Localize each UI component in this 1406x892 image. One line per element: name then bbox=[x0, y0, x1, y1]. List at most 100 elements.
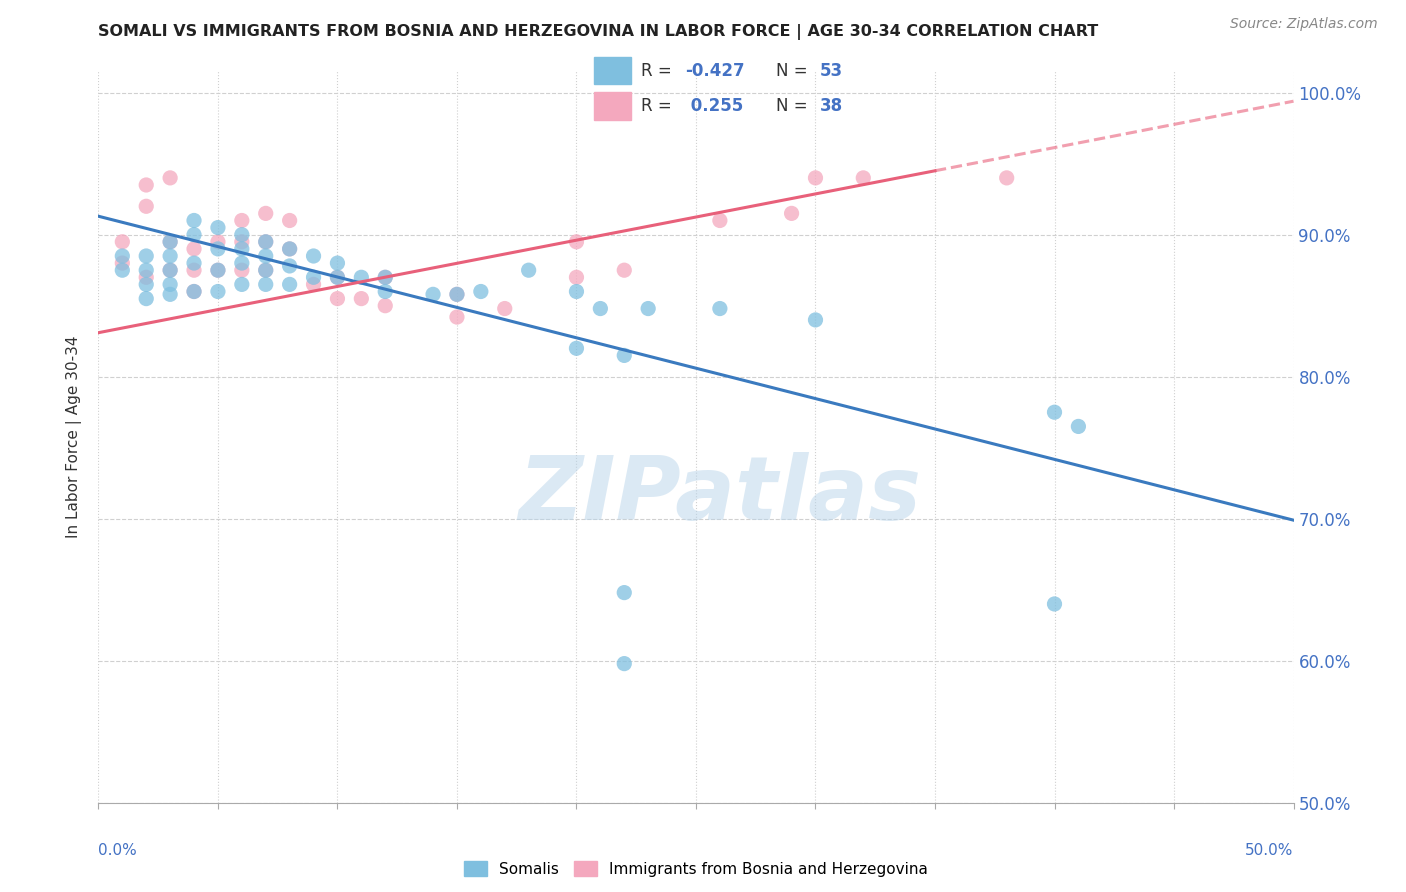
Point bbox=[470, 285, 492, 299]
Point bbox=[494, 301, 516, 316]
Point bbox=[135, 199, 157, 213]
Text: 50.0%: 50.0% bbox=[1246, 843, 1294, 858]
Point bbox=[183, 213, 205, 227]
Bar bbox=[593, 93, 631, 120]
Point bbox=[302, 249, 325, 263]
Point bbox=[111, 256, 134, 270]
Point bbox=[135, 277, 157, 292]
Point bbox=[995, 170, 1018, 185]
Point bbox=[326, 256, 349, 270]
Text: R =: R = bbox=[641, 97, 676, 115]
Point bbox=[804, 170, 827, 185]
Text: Source: ZipAtlas.com: Source: ZipAtlas.com bbox=[1230, 17, 1378, 31]
Point bbox=[111, 263, 134, 277]
Text: 0.0%: 0.0% bbox=[98, 843, 138, 858]
Point bbox=[135, 263, 157, 277]
Point bbox=[278, 277, 301, 292]
Point bbox=[207, 242, 229, 256]
Point bbox=[326, 270, 349, 285]
Point bbox=[159, 235, 181, 249]
Point bbox=[183, 285, 205, 299]
Text: N =: N = bbox=[776, 97, 813, 115]
Point bbox=[159, 287, 181, 301]
Point bbox=[517, 263, 540, 277]
Point bbox=[1067, 419, 1090, 434]
Text: -0.427: -0.427 bbox=[685, 62, 744, 79]
Y-axis label: In Labor Force | Age 30-34: In Labor Force | Age 30-34 bbox=[66, 335, 83, 539]
Point bbox=[637, 301, 659, 316]
Point bbox=[231, 256, 253, 270]
Point bbox=[1043, 597, 1066, 611]
Text: N =: N = bbox=[776, 62, 813, 79]
Point bbox=[159, 263, 181, 277]
Point bbox=[565, 235, 588, 249]
Point bbox=[565, 341, 588, 355]
Point bbox=[135, 270, 157, 285]
Point bbox=[231, 227, 253, 242]
Point bbox=[135, 292, 157, 306]
Text: 38: 38 bbox=[820, 97, 842, 115]
Point bbox=[231, 213, 253, 227]
Text: ZIPatlas: ZIPatlas bbox=[519, 452, 921, 539]
Point bbox=[183, 242, 205, 256]
Point bbox=[183, 285, 205, 299]
Point bbox=[852, 170, 875, 185]
Text: SOMALI VS IMMIGRANTS FROM BOSNIA AND HERZEGOVINA IN LABOR FORCE | AGE 30-34 CORR: SOMALI VS IMMIGRANTS FROM BOSNIA AND HER… bbox=[98, 24, 1098, 40]
Point bbox=[159, 263, 181, 277]
Text: 0.255: 0.255 bbox=[685, 97, 742, 115]
Point bbox=[207, 263, 229, 277]
Point bbox=[326, 292, 349, 306]
Point bbox=[231, 242, 253, 256]
Point bbox=[254, 235, 277, 249]
Point bbox=[207, 285, 229, 299]
Point bbox=[207, 220, 229, 235]
Point bbox=[135, 178, 157, 192]
Point bbox=[111, 249, 134, 263]
Bar bbox=[593, 57, 631, 85]
Point bbox=[278, 242, 301, 256]
Point bbox=[254, 235, 277, 249]
Point bbox=[159, 277, 181, 292]
Point bbox=[302, 277, 325, 292]
Point bbox=[183, 227, 205, 242]
Point bbox=[709, 213, 731, 227]
Point bbox=[350, 270, 373, 285]
Legend: Somalis, Immigrants from Bosnia and Herzegovina: Somalis, Immigrants from Bosnia and Herz… bbox=[458, 855, 934, 883]
Point bbox=[780, 206, 803, 220]
Point bbox=[254, 249, 277, 263]
Point bbox=[278, 213, 301, 227]
Point bbox=[254, 277, 277, 292]
Point bbox=[613, 657, 636, 671]
Point bbox=[159, 249, 181, 263]
Point bbox=[302, 270, 325, 285]
Point bbox=[613, 348, 636, 362]
Point bbox=[804, 313, 827, 327]
Point bbox=[565, 285, 588, 299]
Text: R =: R = bbox=[641, 62, 676, 79]
Point bbox=[374, 285, 396, 299]
Point bbox=[231, 263, 253, 277]
Point bbox=[374, 270, 396, 285]
Point bbox=[1043, 405, 1066, 419]
Point bbox=[278, 242, 301, 256]
Point bbox=[374, 270, 396, 285]
Point bbox=[350, 292, 373, 306]
Point bbox=[589, 301, 612, 316]
Point bbox=[709, 301, 731, 316]
Point bbox=[254, 263, 277, 277]
Point bbox=[565, 270, 588, 285]
Point bbox=[159, 170, 181, 185]
Point bbox=[613, 263, 636, 277]
Point bbox=[446, 287, 468, 301]
Point bbox=[422, 287, 444, 301]
Point bbox=[446, 310, 468, 324]
Point bbox=[326, 270, 349, 285]
Point bbox=[613, 585, 636, 599]
Text: 53: 53 bbox=[820, 62, 842, 79]
Point bbox=[159, 235, 181, 249]
Point bbox=[254, 206, 277, 220]
Point bbox=[374, 299, 396, 313]
Point bbox=[254, 263, 277, 277]
Point bbox=[207, 263, 229, 277]
Point bbox=[278, 259, 301, 273]
